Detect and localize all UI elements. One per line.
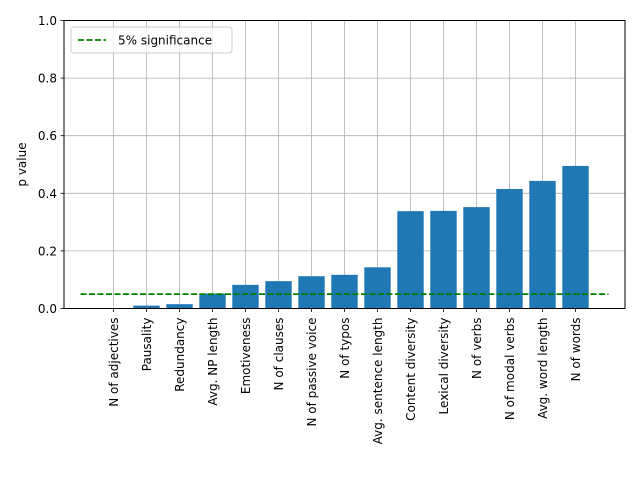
bars [133, 165, 589, 309]
bar [331, 274, 358, 309]
x-tick-label: N of passive voice [305, 318, 319, 427]
bar [364, 267, 391, 309]
y-tick-label: 0.4 [38, 187, 57, 201]
x-tick-label: Emotiveness [239, 318, 253, 395]
y-tick-label: 0.0 [38, 302, 57, 316]
x-tick-label: Pausality [140, 318, 154, 372]
bar [529, 180, 556, 309]
x-tick-label: N of modal verbs [503, 318, 517, 421]
x-tick-label: N of words [569, 318, 583, 382]
x-tick-label: Redundancy [173, 318, 187, 392]
bar [199, 293, 226, 309]
bar [430, 210, 457, 309]
bar [133, 305, 160, 309]
y-tick-label: 0.6 [38, 129, 57, 143]
legend-box [70, 26, 233, 54]
bar [496, 188, 523, 309]
bar [298, 276, 325, 309]
y-tick-label: 0.8 [38, 72, 57, 86]
bar [397, 211, 424, 309]
bar [463, 207, 490, 309]
bar [166, 304, 193, 309]
x-tick-label: Avg. sentence length [371, 318, 385, 445]
y-tick-label: 0.2 [38, 244, 57, 258]
y-tick-label: 1.0 [38, 14, 57, 28]
legend-threshold-label: 5% significance [118, 34, 212, 48]
x-tick-label: Content diversity [404, 318, 418, 421]
bar [232, 284, 259, 309]
x-tick-label: N of clauses [272, 318, 286, 391]
bar [562, 165, 589, 309]
y-axis-ticks: 0.0 0.2 0.4 0.6 0.8 1.0 [38, 14, 64, 316]
x-tick-label: N of adjectives [107, 318, 121, 407]
x-tick-label: Lexical diversity [437, 318, 451, 415]
legend: 5% significance [70, 26, 233, 54]
x-tick-label: Avg. NP length [206, 318, 220, 406]
x-tick-label: Avg. word length [536, 318, 550, 419]
y-axis-label: p value [15, 142, 29, 186]
x-tick-label: N of verbs [470, 318, 484, 379]
x-axis-ticks: N of adjectives Pausality Redundancy Avg. N… [107, 308, 583, 445]
x-tick-label: N of typos [338, 318, 352, 379]
